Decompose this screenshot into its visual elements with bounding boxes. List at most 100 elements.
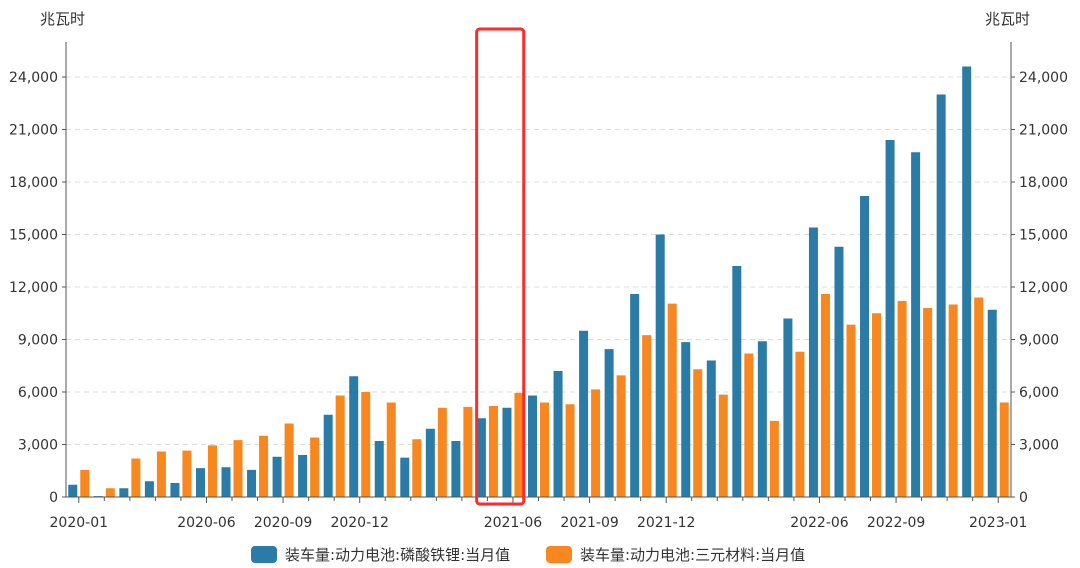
bar-lfp[interactable] <box>604 349 614 497</box>
bar-lfp[interactable] <box>936 94 946 498</box>
bar-lfp[interactable] <box>400 457 410 497</box>
bar-ncm[interactable] <box>463 406 473 497</box>
bar-ncm[interactable] <box>846 324 856 497</box>
bar-ncm[interactable] <box>718 394 728 497</box>
bar-ncm[interactable] <box>259 435 269 497</box>
highlight-rectangle <box>475 27 526 506</box>
bar-lfp[interactable] <box>195 468 205 497</box>
bar-lfp[interactable] <box>860 196 870 497</box>
legend-item-ncm[interactable]: 装车量:动力电池:三元材料:当月值 <box>546 546 805 564</box>
bar-ncm[interactable] <box>795 351 805 497</box>
y-tick-label-right: 12,000 <box>1019 280 1068 296</box>
legend-item-lfp[interactable]: 装车量:动力电池:磷酸铁锂:当月值 <box>251 546 510 564</box>
bar-lfp[interactable] <box>579 330 589 497</box>
bar-lfp[interactable] <box>502 407 512 497</box>
bar-lfp[interactable] <box>732 266 742 497</box>
bar-lfp[interactable] <box>655 234 665 498</box>
bar-ncm[interactable] <box>974 297 984 498</box>
bar-lfp[interactable] <box>962 66 972 498</box>
bar-ncm[interactable] <box>616 375 626 497</box>
bar-ncm[interactable] <box>514 392 524 497</box>
bar-ncm[interactable] <box>310 437 320 498</box>
bar-lfp[interactable] <box>757 341 767 497</box>
bar-lfp[interactable] <box>68 484 78 497</box>
bar-lfp[interactable] <box>476 418 486 497</box>
y-tick-label-right: 3,000 <box>1019 438 1059 454</box>
bar-lfp[interactable] <box>425 428 435 497</box>
bar-lfp[interactable] <box>553 371 563 497</box>
bar-ncm[interactable] <box>872 313 882 497</box>
x-tick-label: 2021-09 <box>560 515 619 531</box>
bar-lfp[interactable] <box>885 140 895 497</box>
y-tick-label-right: 18,000 <box>1019 175 1068 191</box>
bar-ncm[interactable] <box>386 402 396 498</box>
bar-lfp[interactable] <box>323 414 333 497</box>
bar-lfp[interactable] <box>528 395 537 498</box>
bar-ncm[interactable] <box>80 469 90 497</box>
bar-lfp[interactable] <box>247 469 257 497</box>
bar-ncm[interactable] <box>591 389 601 497</box>
y-tick-label-left: 3,000 <box>18 438 58 454</box>
x-tick-label: 2020-01 <box>50 515 109 531</box>
bar-ncm[interactable] <box>488 406 498 497</box>
bar-ncm[interactable] <box>412 439 422 497</box>
bar-ncm[interactable] <box>667 303 677 497</box>
y-tick-label-left: 24,000 <box>9 70 58 86</box>
bar-ncm[interactable] <box>999 402 1009 498</box>
bar-lfp[interactable] <box>911 152 921 497</box>
bar-lfp[interactable] <box>221 467 231 497</box>
legend-swatch-lfp <box>251 546 277 563</box>
x-tick-label: 2023-01 <box>969 515 1028 531</box>
bar-lfp[interactable] <box>681 342 691 497</box>
x-tick-label: 2020-09 <box>254 515 313 531</box>
bar-lfp[interactable] <box>170 483 180 497</box>
legend: 装车量:动力电池:磷酸铁锂:当月值 装车量:动力电池:三元材料:当月值 <box>251 546 805 564</box>
bar-lfp[interactable] <box>630 294 640 497</box>
bar-ncm[interactable] <box>131 458 141 498</box>
x-tick-label: 2022-09 <box>867 515 926 531</box>
bars <box>68 66 1009 498</box>
highlight-box <box>475 27 526 506</box>
bar-ncm[interactable] <box>361 392 371 497</box>
bar-ncm[interactable] <box>105 488 115 497</box>
bar-ncm[interactable] <box>565 404 575 497</box>
bar-ncm[interactable] <box>820 294 830 497</box>
y-tick-label-right: 24,000 <box>1019 70 1068 86</box>
left-unit-label: 兆瓦时 <box>40 10 85 28</box>
bar-lfp[interactable] <box>119 488 129 497</box>
bar-lfp[interactable] <box>272 456 282 497</box>
bar-ncm[interactable] <box>693 369 703 497</box>
bar-ncm[interactable] <box>642 335 652 497</box>
bar-ncm[interactable] <box>156 451 166 498</box>
x-tick-label: 2021-12 <box>637 515 696 531</box>
y-tick-label-left: 15,000 <box>9 228 58 244</box>
bar-ncm[interactable] <box>335 395 345 498</box>
bar-lfp[interactable] <box>834 246 844 497</box>
bar-ncm[interactable] <box>769 420 779 497</box>
bar-lfp[interactable] <box>808 227 818 498</box>
bar-ncm[interactable] <box>897 301 907 497</box>
bar-ncm[interactable] <box>284 423 294 498</box>
legend-label-lfp: 装车量:动力电池:磷酸铁锂:当月值 <box>285 546 510 564</box>
bar-ncm[interactable] <box>233 440 243 497</box>
x-tick-label: 2022-06 <box>790 515 849 531</box>
bar-ncm[interactable] <box>540 402 549 498</box>
bar-lfp[interactable] <box>349 376 359 497</box>
bar-ncm[interactable] <box>207 445 217 497</box>
bar-ncm[interactable] <box>923 308 933 497</box>
bar-ncm[interactable] <box>182 450 192 497</box>
bar-lfp[interactable] <box>987 309 997 497</box>
bar-ncm[interactable] <box>744 353 754 498</box>
bar-ncm[interactable] <box>437 407 447 497</box>
bar-lfp[interactable] <box>451 441 461 497</box>
y-tick-label-left: 0 <box>49 490 58 506</box>
bar-lfp[interactable] <box>298 455 308 497</box>
bar-ncm[interactable] <box>948 304 958 498</box>
bar-lfp[interactable] <box>706 360 716 498</box>
bar-lfp[interactable] <box>144 481 154 497</box>
bar-lfp[interactable] <box>783 318 793 498</box>
x-tick-label: 2020-12 <box>330 515 389 531</box>
right-unit-label: 兆瓦时 <box>985 10 1030 28</box>
bar-lfp[interactable] <box>374 441 384 497</box>
